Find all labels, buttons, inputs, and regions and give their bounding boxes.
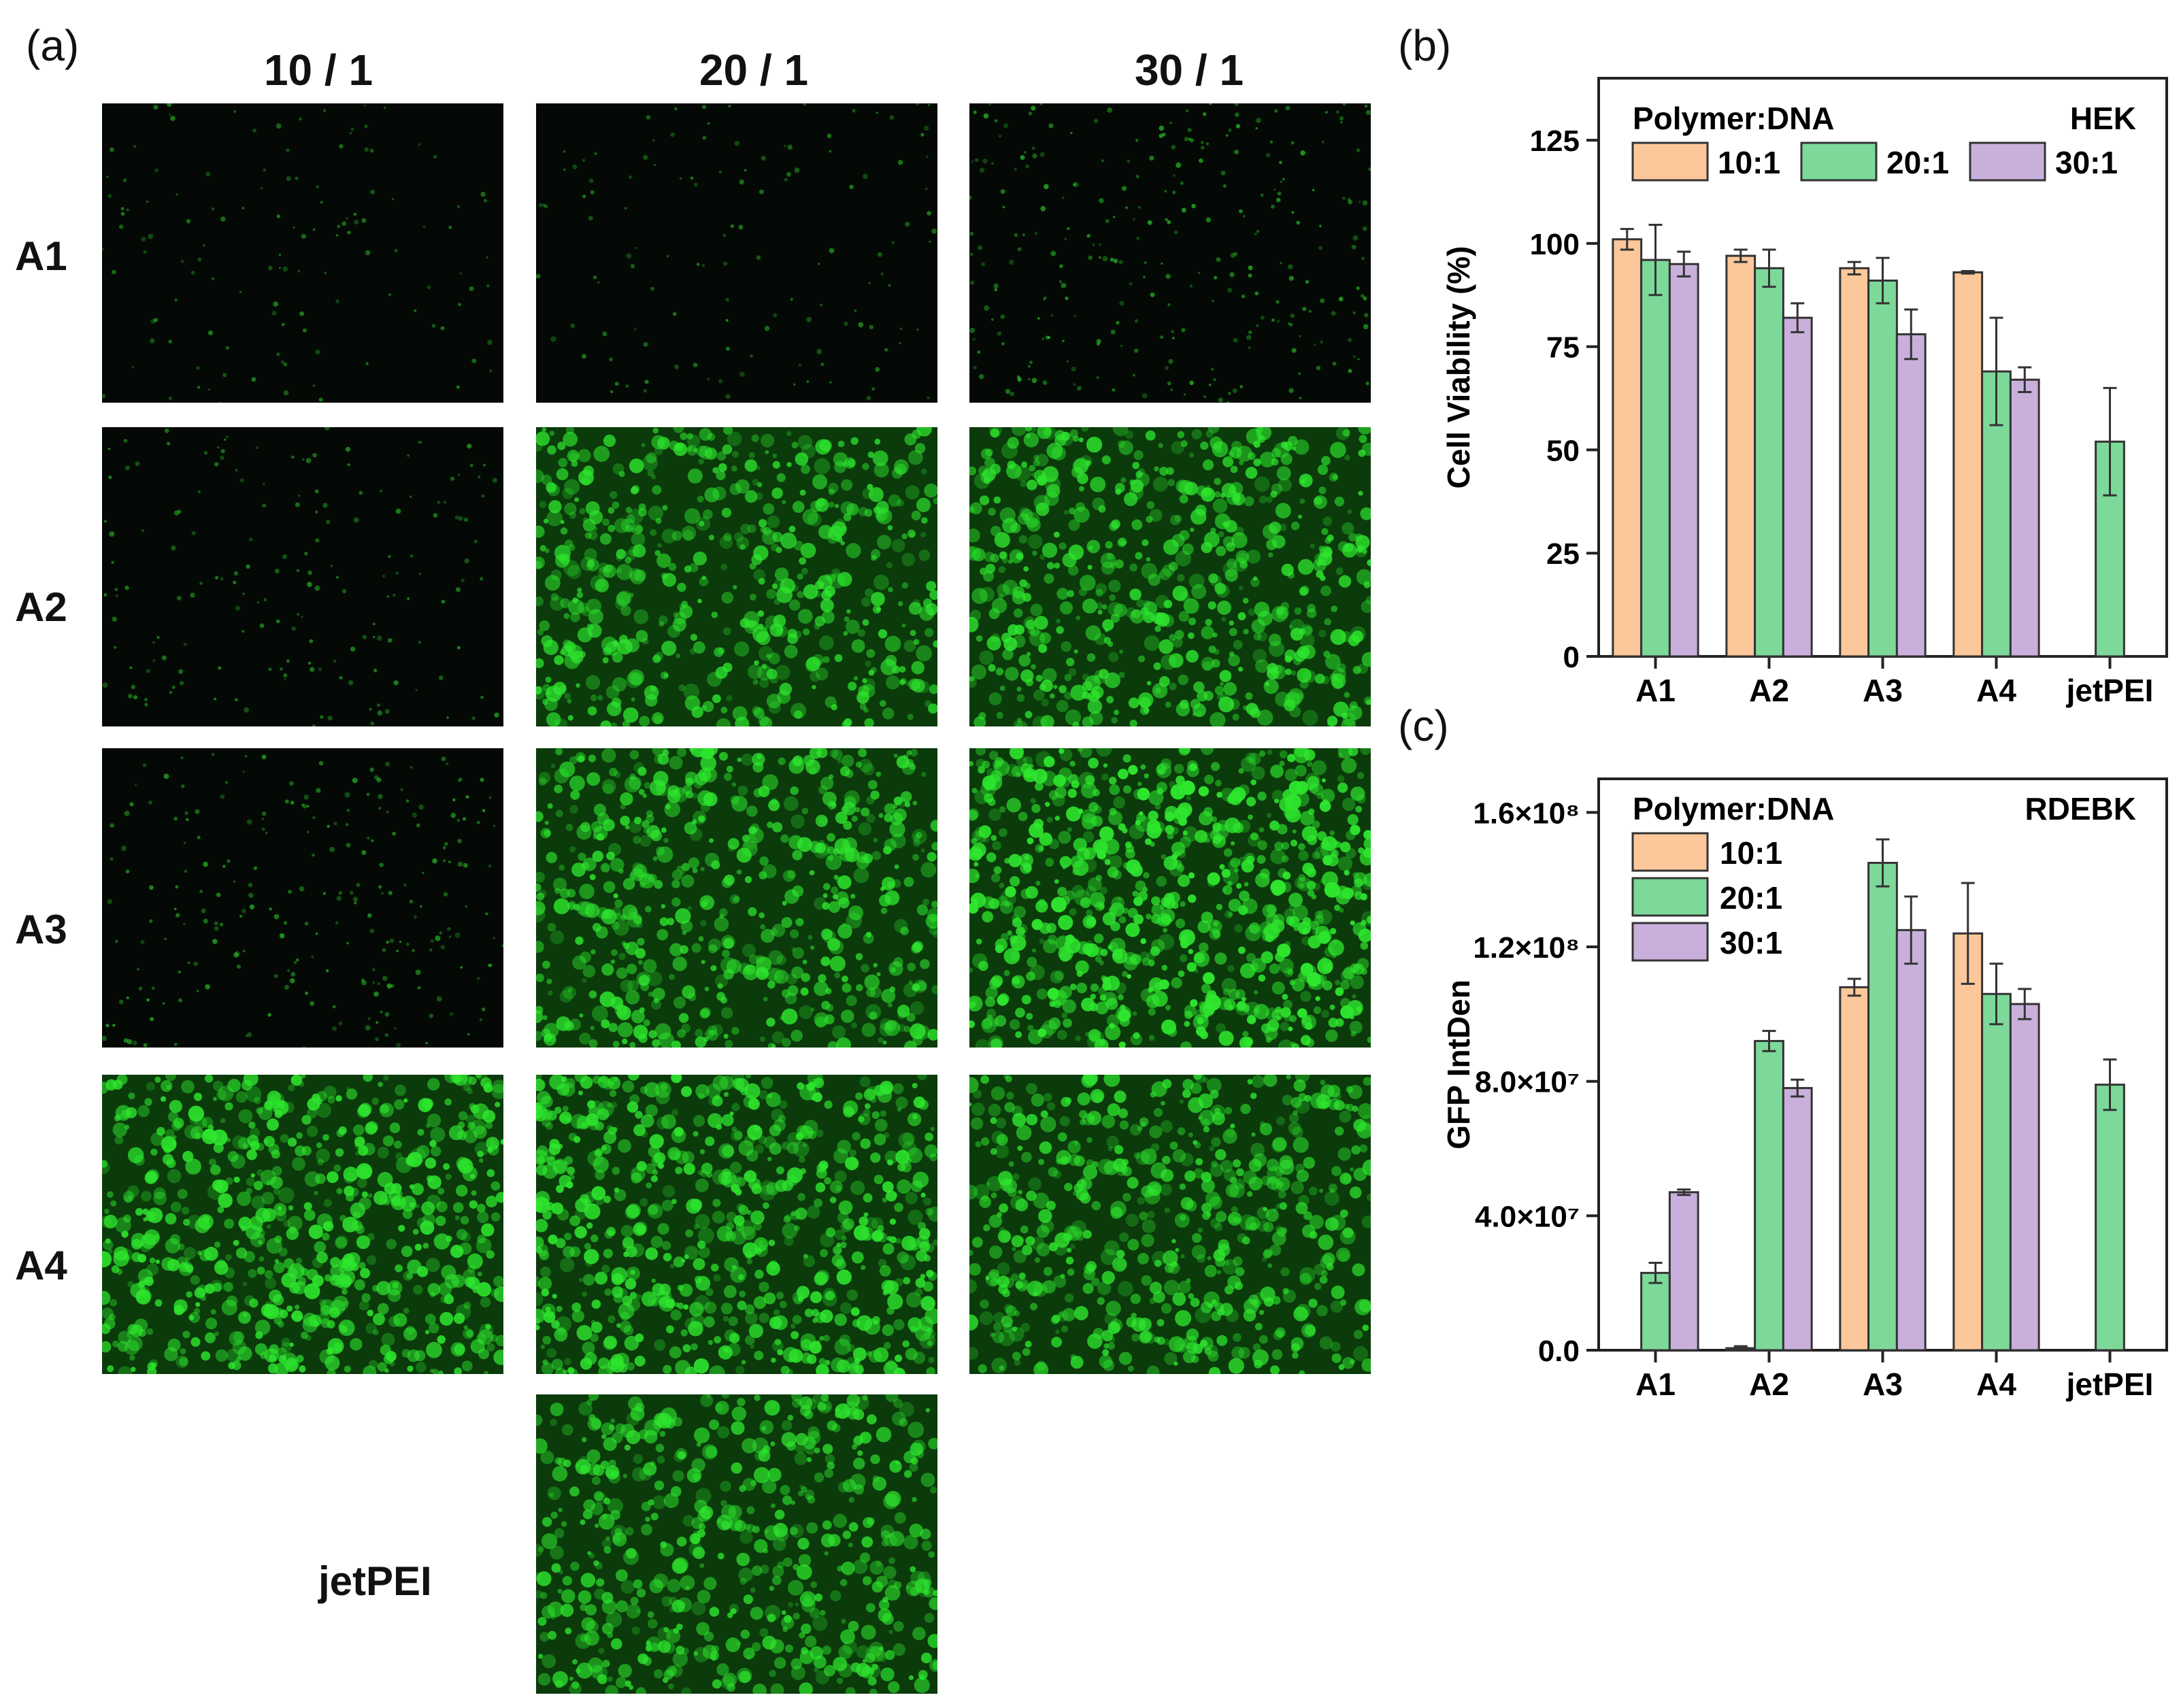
column-header-30-1: 30 / 1 (1134, 46, 1244, 95)
bar-a3-30-1 (1895, 333, 1927, 658)
column-header-10-1: 10 / 1 (263, 46, 373, 95)
legend-swatch (1631, 877, 1709, 917)
y-axis-label: Cell Viability (%) (1441, 246, 1476, 488)
bar-a2-20-1 (1754, 1039, 1784, 1352)
legend-title: Polymer:DNA (1633, 791, 1835, 826)
micrograph-a2-10-1 (102, 427, 503, 726)
bar-a1-20-1 (1640, 1271, 1671, 1352)
micrograph-a1-30-1 (969, 103, 1371, 403)
micrograph-a1-10-1 (102, 103, 503, 403)
legend-swatch (1800, 141, 1878, 182)
x-tick-label: A2 (1749, 1367, 1789, 1402)
y-tick-label: 75 (1546, 331, 1580, 365)
x-tick-label: jetPEI (2066, 673, 2154, 708)
micrograph-jetpei (536, 1394, 937, 1694)
y-axis-label: GFP IntDen (1441, 979, 1476, 1150)
row-label-a3: A3 (15, 907, 67, 952)
y-tick-label: 1.2×10⁸ (1473, 931, 1580, 965)
panel-c-label: (c) (1398, 701, 1449, 750)
bar-a3-10-1 (1839, 986, 1870, 1352)
bar-a2-30-1 (1782, 1087, 1813, 1352)
y-tick-label: 0.0 (1538, 1335, 1580, 1368)
x-tick-label: A3 (1863, 673, 1903, 708)
x-tick-label: A2 (1749, 673, 1789, 708)
micrograph-a3-20-1 (536, 748, 937, 1048)
column-header-20-1: 20 / 1 (699, 46, 809, 95)
micrograph-a3-30-1 (969, 748, 1371, 1048)
x-tick-label: A4 (1976, 1367, 2016, 1402)
bar-a3-30-1 (1895, 928, 1927, 1352)
legend-swatch (1969, 141, 2046, 182)
y-tick-label: 100 (1530, 228, 1580, 261)
micrograph-a2-30-1 (969, 427, 1371, 726)
y-tick-label: 25 (1546, 537, 1580, 571)
bar-a1-20-1 (1640, 258, 1671, 658)
row-label-a2: A2 (15, 584, 67, 630)
bar-a3-10-1 (1839, 267, 1870, 658)
bar-a2-20-1 (1754, 267, 1784, 658)
y-tick-label: 8.0×10⁷ (1475, 1066, 1580, 1099)
bar-a4-30-1 (2009, 1003, 2040, 1352)
legend-title: Polymer:DNA (1633, 101, 1835, 136)
row-label-jetpei: jetPEI (318, 1558, 432, 1604)
cell-line-annotation: RDEBK (2025, 791, 2136, 826)
y-tick-label: 125 (1530, 124, 1580, 158)
bar-a4-30-1 (2009, 378, 2040, 658)
micrograph-a4-20-1 (536, 1075, 937, 1374)
bar-a1-30-1 (1668, 263, 1699, 658)
bar-jetpei-20-1 (2095, 1084, 2125, 1352)
micrograph-a4-30-1 (969, 1075, 1371, 1374)
x-tick-label: A1 (1635, 1367, 1676, 1402)
y-tick-label: 1.6×10⁸ (1473, 797, 1580, 830)
chart-gfp-intden: 0.0 4.0×10⁷ 8.0×10⁷ 1.2×10⁸ 1.6×10⁸ GFP IntDe… (1441, 777, 2168, 1402)
y-tick-label: 50 (1546, 434, 1580, 467)
y-tick-label: 4.0×10⁷ (1475, 1200, 1580, 1233)
x-tick-label: A1 (1635, 673, 1676, 708)
legend-label: 20:1 (1720, 880, 1782, 916)
bar-a4-20-1 (1981, 992, 2012, 1352)
micrograph-a3-10-1 (102, 748, 503, 1048)
panel-b-label: (b) (1398, 21, 1452, 70)
cell-line-annotation: HEK (2070, 101, 2136, 136)
legend-swatch (1631, 141, 1709, 182)
bar-a3-20-1 (1867, 862, 1898, 1352)
legend-swatch (1631, 922, 1709, 962)
panel-a-label: (a) (26, 21, 80, 70)
bar-a1-30-1 (1668, 1191, 1699, 1352)
micrograph-a2-20-1 (536, 427, 937, 726)
legend-label: 30:1 (1720, 925, 1782, 960)
x-tick-label: jetPEI (2066, 1367, 2154, 1402)
bar-a2-30-1 (1782, 316, 1813, 658)
row-label-a4: A4 (15, 1243, 67, 1288)
micrograph-a1-20-1 (536, 103, 937, 403)
bar-a1-10-1 (1612, 238, 1643, 658)
legend-swatch (1631, 832, 1709, 872)
legend-label: 10:1 (1718, 145, 1780, 180)
y-tick-label: 0 (1563, 641, 1580, 674)
x-tick-label: A3 (1863, 1367, 1903, 1402)
x-tick-label: A4 (1976, 673, 2016, 708)
chart-cell-viability: 0 25 50 75 100 125 Cell Viability (%) A1 A2 A3 A4 j… (1441, 77, 2168, 708)
row-label-a1: A1 (15, 233, 67, 279)
micrograph-a4-10-1 (102, 1075, 503, 1374)
legend-label: 10:1 (1720, 835, 1782, 871)
legend-label: 30:1 (2055, 145, 2118, 180)
legend-label: 20:1 (1886, 145, 1949, 180)
bar-a4-10-1 (1952, 932, 1984, 1352)
